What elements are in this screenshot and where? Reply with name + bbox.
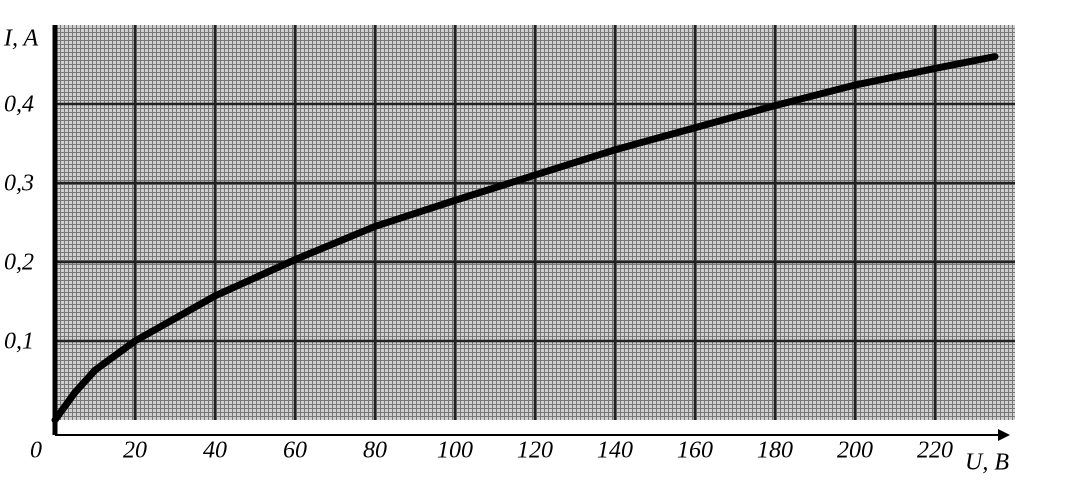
x-axis-label: U, B (965, 450, 1009, 476)
x-tick-label: 20 (123, 438, 147, 464)
x-tick-label: 120 (517, 438, 553, 464)
y-tick-label: 0,3 (4, 171, 34, 197)
x-tick-label: 80 (363, 438, 387, 464)
y-tick-label: 0,4 (4, 92, 34, 118)
x-tick-label: 140 (597, 438, 633, 464)
x-tick-label: 40 (203, 438, 227, 464)
y-axis-label: I, A (3, 26, 39, 52)
x-tick-label: 180 (757, 438, 793, 464)
y-tick-label: 0,1 (4, 329, 34, 355)
curve (51, 53, 999, 424)
x-axis-arrow (998, 429, 1010, 441)
y-tick-label: 0,2 (4, 250, 34, 276)
x-tick-label: 0 (30, 438, 42, 464)
x-tick-label: 100 (437, 438, 473, 464)
x-tick-label: 220 (917, 438, 953, 464)
x-tick-label: 200 (837, 438, 873, 464)
x-tick-label: 160 (677, 438, 713, 464)
x-tick-label: 60 (283, 438, 307, 464)
